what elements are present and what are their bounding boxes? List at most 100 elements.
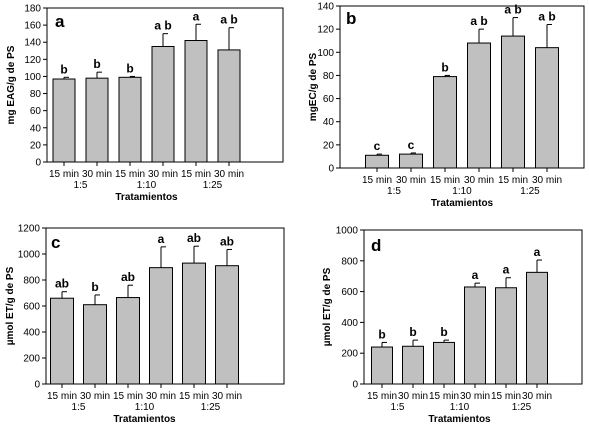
y-tick-label: 140: [24, 38, 41, 49]
bar: [365, 154, 389, 169]
y-axis-title: µmol ET/g de PS: [5, 266, 16, 345]
panel-letter: a: [55, 12, 65, 31]
bar: [215, 265, 239, 385]
x-tick-label: 30 min: [522, 391, 552, 402]
group-label: 1:10: [452, 186, 472, 197]
bar: [535, 47, 559, 169]
x-tick-label: 15 min: [367, 391, 397, 402]
panel-letter: d: [371, 236, 381, 255]
y-tick-label: 160: [24, 21, 41, 32]
panel-letter: c: [51, 233, 60, 252]
group-label: 1:10: [450, 402, 470, 413]
x-tick-label: 30 min: [82, 169, 112, 180]
bar: [83, 304, 107, 385]
x-tick-label: 30 min: [148, 169, 178, 180]
bar: [217, 49, 241, 163]
y-tick-label: 200: [23, 354, 40, 365]
bar: [433, 76, 457, 169]
significance-label: a: [503, 263, 510, 277]
x-tick-label: 30 min: [146, 391, 176, 402]
chart-panel-b: 0 20 40 60 80 100 120 140 c 15 min c 30 min b 15 min a…: [308, 2, 585, 209]
y-tick-label: 800: [23, 276, 40, 287]
y-tick-label: 140: [317, 2, 334, 13]
x-axis-title: Tratamientos: [428, 414, 491, 425]
bar: [495, 287, 517, 385]
y-axis-title: µmol ET/g de PS: [322, 267, 333, 346]
x-axis-title: Tratamientos: [115, 192, 178, 203]
significance-label: b: [378, 327, 385, 341]
x-tick-label: 15 min: [498, 175, 528, 186]
significance-label: b: [409, 325, 416, 339]
y-tick-label: 0: [34, 380, 40, 391]
significance-label: ab: [55, 277, 69, 291]
significance-label: a: [193, 9, 200, 23]
chart-panel-d: 0 200 400 600 800 1000 b 15 min b 30 min b 15 min a 3…: [322, 226, 583, 425]
x-tick-label: 30 min: [460, 391, 490, 402]
group-label: 1:5: [72, 402, 86, 413]
y-tick-label: 600: [23, 302, 40, 313]
x-tick-label: 15 min: [362, 175, 392, 186]
bar: [149, 267, 173, 385]
significance-label: a b: [538, 10, 555, 24]
significance-label: b: [441, 60, 448, 74]
group-label: 1:5: [387, 186, 401, 197]
y-tick-label: 0: [328, 164, 334, 175]
significance-label: ab: [187, 231, 201, 245]
x-tick-label: 30 min: [464, 175, 494, 186]
y-tick-label: 40: [30, 123, 42, 134]
group-label: 1:5: [74, 180, 88, 191]
x-tick-label: 15 min: [113, 391, 143, 402]
significance-label: b: [60, 62, 67, 76]
bar: [50, 297, 74, 385]
significance-label: a b: [154, 19, 171, 33]
x-tick-label: 30 min: [398, 391, 428, 402]
y-tick-label: 120: [317, 25, 334, 36]
bar: [182, 262, 206, 385]
significance-label: c: [374, 139, 381, 153]
group-label: 1:10: [137, 180, 157, 191]
plot-frame: [339, 5, 585, 169]
x-axis-title: Tratamientos: [113, 414, 176, 425]
y-tick-label: 40: [323, 117, 335, 128]
significance-label: b: [93, 57, 100, 71]
y-axis-title: mg EAG/g de PS: [6, 45, 17, 124]
bar: [399, 153, 423, 169]
y-tick-label: 180: [24, 4, 41, 15]
x-tick-label: 15 min: [115, 169, 145, 180]
x-tick-label: 30 min: [212, 391, 242, 402]
bar: [85, 77, 109, 163]
y-tick-label: 20: [323, 140, 335, 151]
bar: [52, 78, 76, 163]
x-axis-title: Tratamientos: [431, 198, 494, 209]
y-tick-label: 80: [30, 89, 42, 100]
x-tick-label: 15 min: [429, 391, 459, 402]
significance-label: a b: [470, 14, 487, 28]
x-tick-label: 15 min: [181, 169, 211, 180]
y-tick-label: 400: [23, 328, 40, 339]
significance-label: a: [534, 245, 541, 259]
chart-panel-c: 0 200 400 600 800 1000 1200 ab 15 min b 30 min ab 15…: [5, 224, 285, 425]
group-label: 1:25: [512, 402, 532, 413]
bar: [371, 346, 393, 385]
y-tick-label: 0: [352, 380, 358, 391]
y-tick-label: 1000: [18, 250, 41, 261]
group-label: 1:10: [135, 402, 155, 413]
significance-label: b: [126, 61, 133, 75]
x-tick-label: 30 min: [214, 169, 244, 180]
significance-label: b: [91, 280, 98, 294]
bar: [464, 286, 486, 385]
significance-label: c: [408, 138, 415, 152]
y-tick-label: 200: [341, 349, 358, 360]
y-tick-label: 100: [24, 72, 41, 83]
bar: [116, 297, 140, 385]
bar: [118, 76, 142, 163]
significance-label: ab: [121, 270, 135, 284]
significance-label: a: [472, 268, 479, 282]
x-tick-label: 30 min: [80, 391, 110, 402]
group-label: 1:25: [201, 402, 221, 413]
bar: [467, 42, 491, 169]
y-axis-title: mgEC/g de PS: [308, 53, 319, 122]
significance-label: ab: [220, 234, 234, 248]
group-label: 1:25: [520, 186, 540, 197]
